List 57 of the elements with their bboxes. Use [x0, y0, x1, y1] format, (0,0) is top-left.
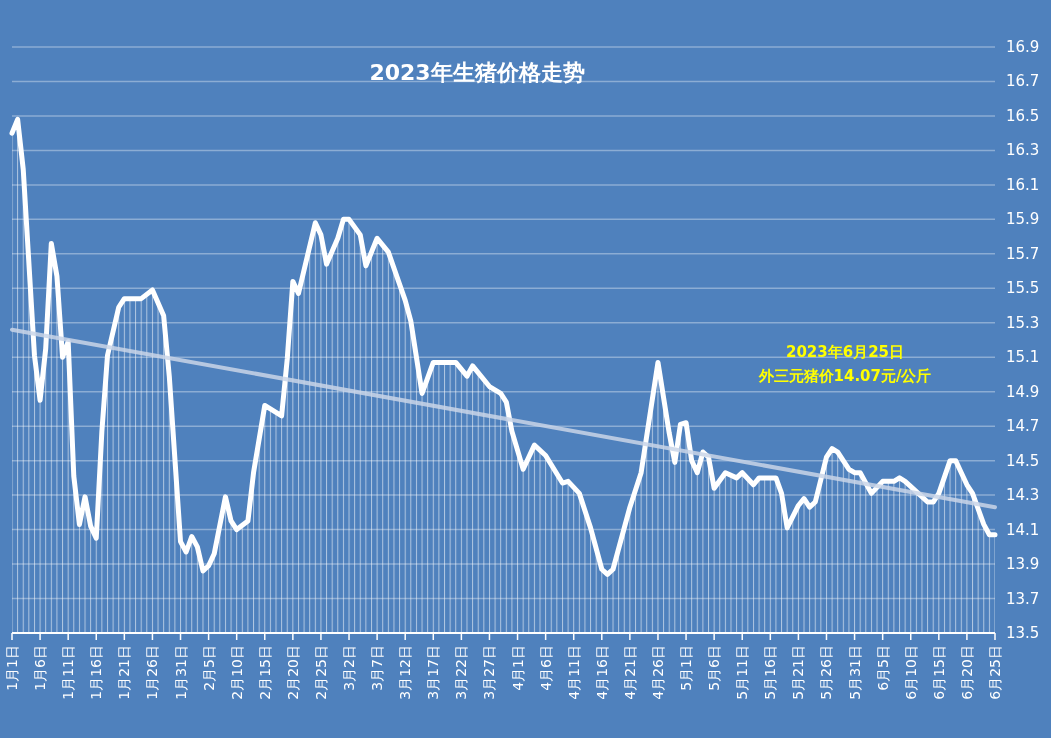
x-tick-label: 2月5日 — [200, 645, 217, 691]
x-tick-label: 4月21日 — [621, 645, 638, 700]
y-tick-label: 16.5 — [1006, 106, 1040, 125]
x-tick-label: 5月21日 — [790, 645, 807, 700]
y-tick-label: 13.5 — [1006, 624, 1040, 642]
x-tick-label: 1月31日 — [172, 645, 189, 700]
x-tick-label: 1月6日 — [32, 645, 49, 691]
y-tick-label: 14.3 — [1006, 486, 1040, 505]
x-tick-label: 6月10日 — [902, 645, 919, 700]
x-tick-label: 5月16日 — [762, 645, 779, 700]
x-tick-label: 4月11日 — [565, 645, 582, 700]
x-tick-label: 6月25日 — [987, 645, 1003, 700]
x-tick-label: 6月5日 — [874, 645, 891, 691]
x-tick-label: 6月15日 — [930, 645, 947, 700]
x-tick-label: 2月15日 — [256, 645, 273, 700]
x-tick-label: 1月21日 — [116, 645, 133, 700]
x-tick-label: 3月27日 — [481, 645, 498, 700]
x-tick-label: 5月11日 — [734, 645, 751, 700]
y-tick-label: 16.9 — [1006, 38, 1040, 56]
y-tick-label: 13.7 — [1006, 589, 1040, 608]
x-tick-label: 4月26日 — [649, 645, 666, 700]
x-tick-label: 2月20日 — [284, 645, 301, 700]
annotation: 外三元猪价14.07元/公斤 — [757, 367, 932, 385]
x-tick-label: 2月10日 — [228, 645, 245, 700]
y-tick-label: 15.7 — [1006, 244, 1040, 263]
x-tick-label: 5月31日 — [846, 645, 863, 700]
y-tick-label: 15.3 — [1006, 313, 1040, 332]
y-tick-label: 13.9 — [1006, 555, 1040, 574]
text: 2023年生猪价格走势 — [369, 60, 585, 85]
x-tick-label: 3月22日 — [453, 645, 470, 700]
x-tick-label: 5月1日 — [678, 645, 695, 691]
x-tick-label: 3月2日 — [341, 645, 358, 691]
x-tick-label: 3月17日 — [425, 645, 442, 700]
x-tick-label: 3月7日 — [369, 645, 386, 691]
x-tick-label: 4月1日 — [509, 645, 526, 691]
y-tick-label: 16.7 — [1006, 72, 1040, 91]
y-tick-label: 14.9 — [1006, 382, 1040, 401]
x-tick-label: 5月6日 — [706, 645, 723, 691]
x-tick-label: 5月26日 — [818, 645, 835, 700]
x-tick-label: 1月11日 — [60, 645, 77, 700]
x-tick-label: 2月25日 — [312, 645, 329, 700]
y-tick-label: 15.5 — [1006, 279, 1040, 298]
x-tick-label: 1月26日 — [144, 645, 161, 700]
x-tick-label: 6月20日 — [958, 645, 975, 700]
x-tick-label: 4月16日 — [593, 645, 610, 700]
x-tick-label: 1月16日 — [88, 645, 105, 700]
y-tick-label: 16.3 — [1006, 141, 1040, 160]
y-tick-label: 15.1 — [1006, 348, 1040, 367]
x-tick-label: 3月12日 — [397, 645, 414, 700]
y-tick-label: 14.7 — [1006, 417, 1040, 436]
y-tick-label: 14.5 — [1006, 451, 1040, 470]
y-tick-label: 14.1 — [1006, 520, 1040, 539]
x-tick-label: 1月1日 — [4, 645, 20, 691]
x-tick-label: 4月6日 — [537, 645, 554, 691]
annotation: 2023年6月25日 — [785, 343, 905, 361]
y-tick-label: 16.1 — [1006, 175, 1040, 194]
y-tick-label: 15.9 — [1006, 210, 1040, 229]
